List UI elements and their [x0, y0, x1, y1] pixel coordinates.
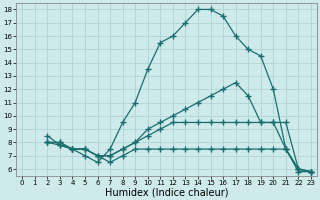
X-axis label: Humidex (Indice chaleur): Humidex (Indice chaleur) [105, 187, 228, 197]
